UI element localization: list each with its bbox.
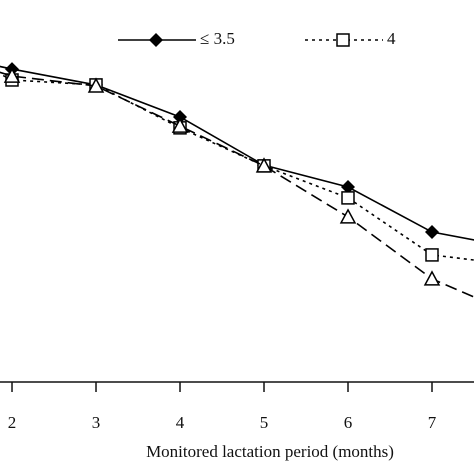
marker [339,208,357,224]
x-tick-label: 2 [8,413,17,432]
series-line [0,71,474,298]
series-line [0,73,474,261]
marker [341,179,356,194]
x-tick-label: 3 [92,413,101,432]
marker [149,33,163,47]
marker [3,67,21,83]
x-tick-label: 7 [428,413,437,432]
marker [425,225,440,240]
marker [173,109,188,124]
marker [341,191,355,205]
plot-area [0,62,474,298]
legend-label: 4 [387,29,396,48]
marker [423,270,441,286]
x-tick-label: 4 [176,413,185,432]
marker [425,248,439,262]
x-tick-label: 6 [344,413,353,432]
marker [255,157,273,173]
marker [171,117,189,133]
x-tick-label: 5 [260,413,269,432]
legend-label: ≤ 3.5 [200,29,235,48]
x-axis-label: Monitored lactation period (months) [146,442,394,461]
marker [87,77,105,93]
series-line [0,65,474,241]
marker [336,33,350,47]
